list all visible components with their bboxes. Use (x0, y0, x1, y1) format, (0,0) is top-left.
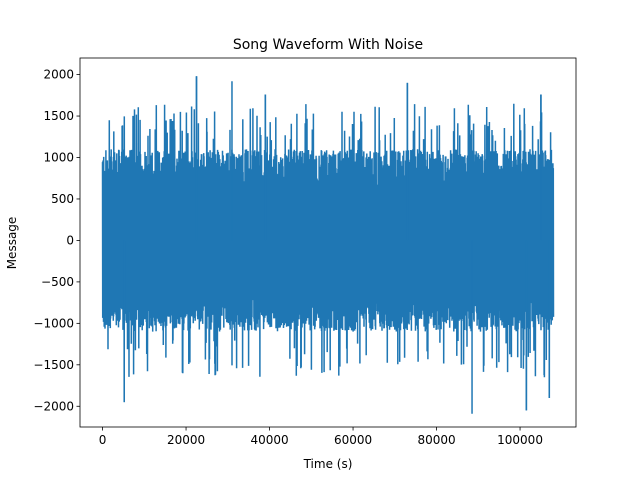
y-tick-label: 1500 (43, 109, 74, 123)
y-tick-label: 0 (66, 233, 74, 247)
y-tick-label: −1500 (33, 358, 74, 372)
y-axis-label: Message (5, 217, 19, 270)
x-tick-label: 20000 (167, 433, 205, 447)
y-tick-label: 2000 (43, 68, 74, 82)
chart-title: Song Waveform With Noise (233, 37, 423, 53)
x-tick-label: 40000 (250, 433, 288, 447)
y-tick-label: −500 (41, 275, 74, 289)
x-tick-label: 80000 (417, 433, 455, 447)
x-axis-label: Time (s) (303, 457, 353, 471)
y-tick-label: −1000 (33, 316, 74, 330)
y-tick-label: 500 (51, 192, 74, 206)
y-axis: −2000 −1500 −1000 −500 0 500 1000 1500 2000 (33, 68, 80, 413)
x-axis: 0 20000 40000 60000 80000 100000 (99, 427, 543, 447)
x-tick-label: 0 (99, 433, 107, 447)
x-tick-label: 100000 (497, 433, 543, 447)
plot-area (101, 76, 555, 414)
x-tick-label: 60000 (334, 433, 372, 447)
y-tick-label: −2000 (33, 399, 74, 413)
waveform-line (101, 76, 555, 411)
axes-frame (79, 57, 577, 428)
y-tick-label: 1000 (43, 151, 74, 165)
